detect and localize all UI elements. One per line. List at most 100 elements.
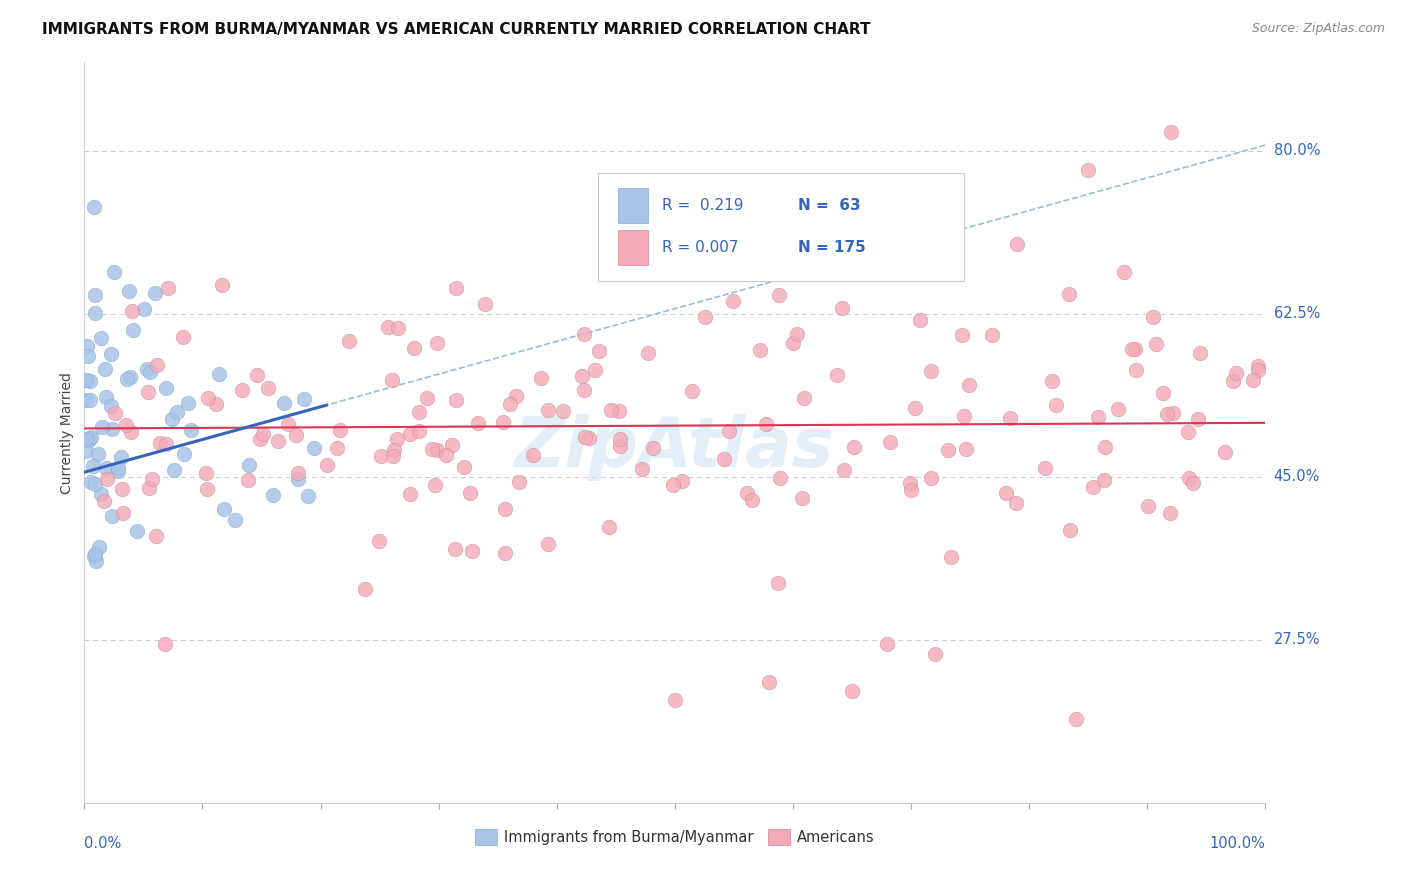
- Point: [205, 396, 228, 410]
- Point: [1125, 363, 1147, 377]
- Point: [1066, 712, 1088, 726]
- Bar: [619, 187, 648, 223]
- Point: [444, 392, 467, 407]
- Point: [793, 391, 815, 405]
- Point: [224, 513, 246, 527]
- Point: [238, 458, 260, 473]
- Point: [932, 212, 955, 227]
- Point: [77, 433, 100, 447]
- Point: [600, 402, 623, 417]
- Point: [292, 392, 315, 407]
- Point: [1246, 363, 1268, 377]
- Point: [84, 554, 107, 568]
- Point: [499, 397, 522, 411]
- Point: [939, 550, 962, 565]
- Point: [111, 506, 134, 520]
- Point: [79, 375, 101, 389]
- Point: [1152, 385, 1174, 400]
- Point: [146, 358, 169, 372]
- Point: [1112, 265, 1135, 279]
- Point: [408, 424, 430, 438]
- Point: [995, 485, 1018, 500]
- Point: [408, 405, 430, 419]
- Point: [782, 335, 804, 350]
- Point: [425, 443, 447, 458]
- Point: [377, 320, 399, 334]
- Point: [385, 432, 408, 446]
- Point: [832, 463, 855, 477]
- Point: [80, 475, 103, 490]
- Point: [107, 461, 129, 475]
- Point: [792, 491, 814, 506]
- Point: [609, 439, 631, 453]
- Point: [121, 304, 143, 318]
- Point: [404, 341, 426, 355]
- Point: [769, 471, 792, 485]
- Point: [96, 460, 118, 475]
- Point: [75, 373, 97, 387]
- Point: [841, 684, 863, 698]
- Point: [231, 383, 253, 397]
- Point: [91, 420, 114, 434]
- Point: [368, 534, 391, 549]
- Point: [79, 431, 101, 445]
- Point: [337, 334, 360, 349]
- Point: [453, 460, 475, 475]
- Point: [735, 486, 758, 500]
- Point: [876, 638, 898, 652]
- Point: [79, 393, 101, 408]
- Point: [262, 488, 284, 502]
- Point: [598, 519, 620, 533]
- Point: [120, 425, 142, 439]
- Point: [77, 350, 100, 364]
- Point: [249, 432, 271, 446]
- Point: [1057, 287, 1080, 301]
- Point: [1033, 461, 1056, 475]
- Point: [1160, 125, 1182, 139]
- Point: [494, 502, 516, 516]
- Point: [194, 467, 217, 481]
- Point: [236, 473, 259, 487]
- Point: [768, 287, 790, 301]
- Point: [90, 486, 112, 500]
- Point: [637, 346, 659, 360]
- Point: [444, 541, 467, 556]
- Point: [145, 529, 167, 543]
- Point: [354, 582, 377, 596]
- Point: [749, 343, 772, 358]
- Point: [741, 492, 763, 507]
- Point: [420, 442, 443, 456]
- Point: [920, 471, 942, 485]
- Point: [879, 435, 901, 450]
- Point: [952, 409, 974, 424]
- Point: [166, 404, 188, 418]
- Point: [80, 430, 103, 444]
- Point: [553, 404, 575, 418]
- Point: [101, 422, 124, 436]
- Point: [1136, 499, 1159, 513]
- Point: [143, 286, 166, 301]
- Point: [578, 431, 600, 445]
- Point: [1187, 412, 1209, 426]
- Point: [630, 462, 652, 476]
- Point: [1241, 374, 1264, 388]
- Point: [426, 335, 449, 350]
- Point: [82, 459, 104, 474]
- Point: [100, 400, 122, 414]
- Point: [467, 417, 489, 431]
- Point: [755, 417, 778, 431]
- Y-axis label: Currently Married: Currently Married: [60, 372, 75, 493]
- Point: [267, 434, 290, 448]
- Point: [998, 411, 1021, 425]
- Point: [924, 209, 946, 223]
- Point: [382, 442, 405, 457]
- Point: [713, 451, 735, 466]
- Text: Source: ZipAtlas.com: Source: ZipAtlas.com: [1251, 22, 1385, 36]
- Text: R = 0.007: R = 0.007: [662, 240, 738, 255]
- Point: [1177, 425, 1199, 439]
- Point: [115, 417, 138, 432]
- Text: 100.0%: 100.0%: [1209, 836, 1265, 851]
- Point: [246, 368, 269, 382]
- Point: [325, 442, 347, 456]
- Point: [155, 437, 177, 451]
